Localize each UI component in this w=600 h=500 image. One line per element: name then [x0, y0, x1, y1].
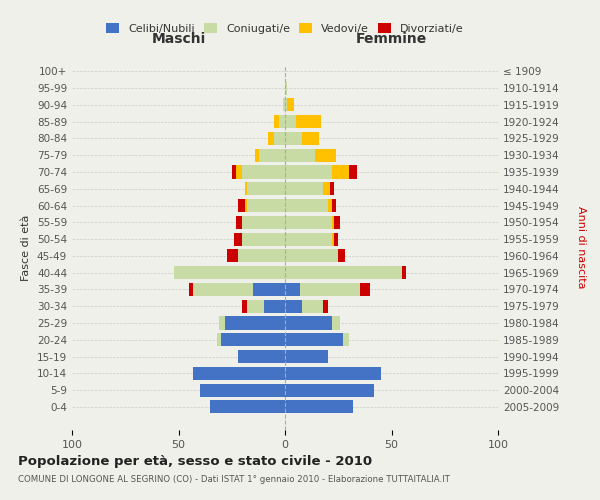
- Bar: [332, 199, 336, 212]
- Bar: [285, 283, 300, 296]
- Bar: [285, 232, 332, 245]
- Bar: [236, 166, 242, 178]
- Bar: [285, 115, 296, 128]
- Bar: [245, 199, 247, 212]
- Bar: [221, 333, 285, 346]
- Bar: [285, 316, 332, 330]
- Bar: [211, 400, 285, 413]
- Bar: [259, 148, 285, 162]
- Bar: [255, 148, 259, 162]
- Bar: [238, 250, 285, 262]
- Bar: [285, 266, 402, 279]
- Bar: [343, 333, 349, 346]
- Text: Femmine: Femmine: [356, 32, 427, 46]
- Bar: [245, 182, 247, 196]
- Bar: [315, 148, 336, 162]
- Bar: [234, 232, 242, 245]
- Bar: [285, 82, 287, 94]
- Bar: [238, 199, 245, 212]
- Bar: [323, 182, 330, 196]
- Bar: [285, 199, 328, 212]
- Bar: [285, 250, 338, 262]
- Bar: [200, 384, 285, 396]
- Bar: [285, 350, 328, 363]
- Bar: [278, 115, 285, 128]
- Legend: Celibi/Nubili, Coniugati/e, Vedovi/e, Divorziati/e: Celibi/Nubili, Coniugati/e, Vedovi/e, Di…: [103, 20, 467, 37]
- Bar: [334, 216, 340, 229]
- Bar: [247, 300, 264, 313]
- Bar: [296, 115, 321, 128]
- Text: Popolazione per età, sesso e stato civile - 2010: Popolazione per età, sesso e stato civil…: [18, 455, 372, 468]
- Bar: [217, 333, 221, 346]
- Bar: [242, 300, 247, 313]
- Bar: [402, 266, 406, 279]
- Bar: [285, 148, 315, 162]
- Bar: [330, 182, 334, 196]
- Bar: [302, 132, 319, 145]
- Text: COMUNE DI LONGONE AL SEGRINO (CO) - Dati ISTAT 1° gennaio 2010 - Elaborazione TU: COMUNE DI LONGONE AL SEGRINO (CO) - Dati…: [18, 475, 450, 484]
- Bar: [193, 367, 285, 380]
- Bar: [242, 216, 285, 229]
- Bar: [334, 232, 338, 245]
- Bar: [332, 232, 334, 245]
- Bar: [285, 333, 343, 346]
- Bar: [300, 283, 359, 296]
- Bar: [285, 132, 302, 145]
- Bar: [285, 166, 332, 178]
- Bar: [302, 300, 323, 313]
- Bar: [283, 98, 285, 112]
- Bar: [232, 166, 236, 178]
- Bar: [274, 132, 285, 145]
- Bar: [332, 316, 340, 330]
- Text: Maschi: Maschi: [151, 32, 206, 46]
- Bar: [323, 300, 328, 313]
- Y-axis label: Fasce di età: Fasce di età: [22, 214, 31, 280]
- Bar: [285, 98, 287, 112]
- Bar: [285, 384, 374, 396]
- Bar: [349, 166, 358, 178]
- Bar: [264, 300, 285, 313]
- Bar: [332, 216, 334, 229]
- Bar: [285, 367, 381, 380]
- Bar: [236, 216, 242, 229]
- Bar: [359, 283, 370, 296]
- Bar: [238, 350, 285, 363]
- Bar: [287, 98, 293, 112]
- Bar: [193, 283, 253, 296]
- Bar: [174, 266, 285, 279]
- Bar: [338, 250, 344, 262]
- Bar: [285, 400, 353, 413]
- Bar: [227, 250, 238, 262]
- Bar: [189, 283, 193, 296]
- Bar: [285, 300, 302, 313]
- Bar: [219, 316, 226, 330]
- Y-axis label: Anni di nascita: Anni di nascita: [576, 206, 586, 289]
- Bar: [274, 115, 278, 128]
- Bar: [268, 132, 274, 145]
- Bar: [242, 232, 285, 245]
- Bar: [247, 199, 285, 212]
- Bar: [328, 199, 332, 212]
- Bar: [253, 283, 285, 296]
- Bar: [247, 182, 285, 196]
- Bar: [332, 166, 349, 178]
- Bar: [242, 166, 285, 178]
- Bar: [226, 316, 285, 330]
- Bar: [285, 216, 332, 229]
- Bar: [285, 182, 323, 196]
